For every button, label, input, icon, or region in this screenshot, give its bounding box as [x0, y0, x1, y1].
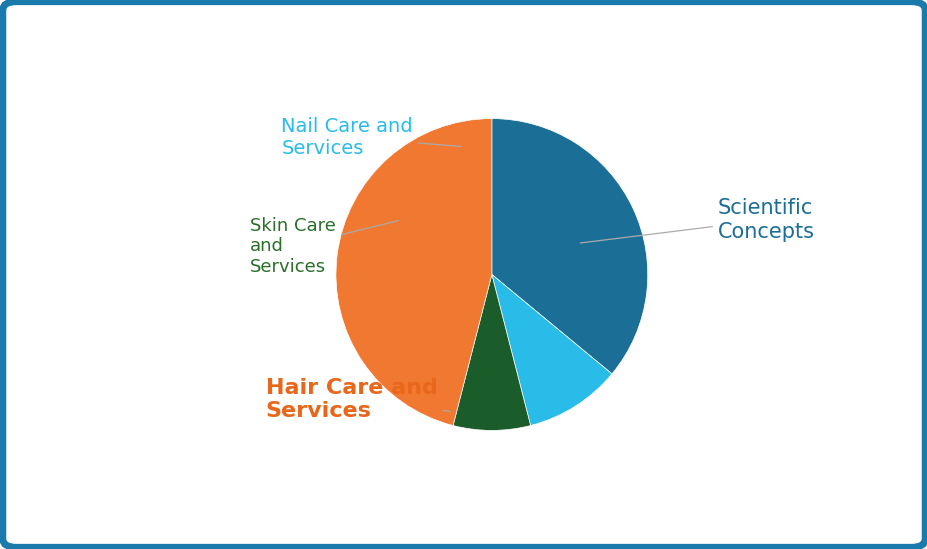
- Wedge shape: [336, 119, 491, 425]
- Wedge shape: [491, 274, 611, 425]
- Wedge shape: [452, 274, 530, 430]
- Text: Nail Care and
Services: Nail Care and Services: [281, 117, 461, 158]
- Wedge shape: [491, 119, 647, 374]
- Text: Skin Care
and
Services: Skin Care and Services: [250, 217, 399, 276]
- Text: Scientific
Concepts: Scientific Concepts: [579, 198, 814, 243]
- Text: Hair Care and
Services: Hair Care and Services: [265, 378, 450, 421]
